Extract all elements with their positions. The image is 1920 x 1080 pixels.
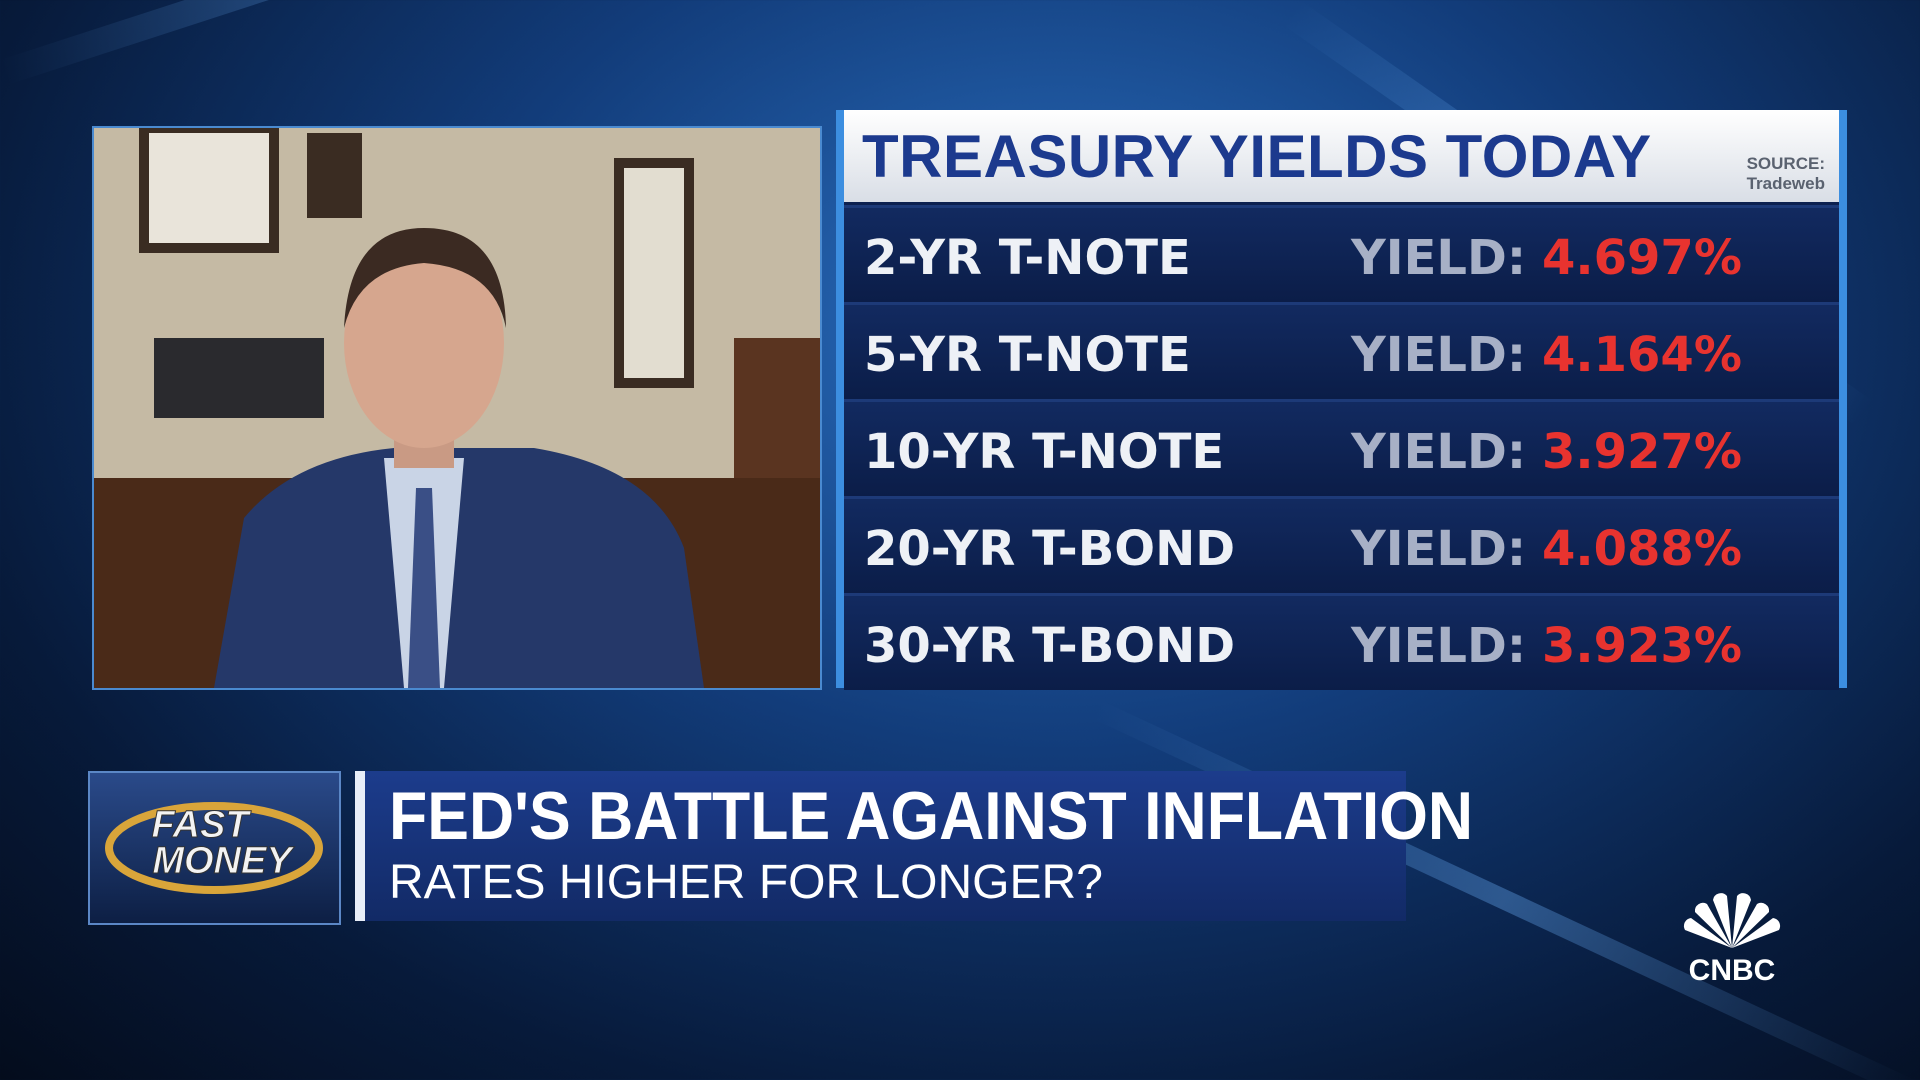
yield-value: 4.697% (1542, 230, 1742, 286)
panel-header: TREASURY YIELDS TODAY SOURCE: Tradeweb (844, 110, 1839, 202)
frame-content (624, 168, 684, 378)
yield-row: 2-YR T-NOTE YIELD: 4.697% (844, 205, 1839, 302)
yield-label: YIELD: (1351, 327, 1527, 383)
printer (154, 338, 324, 418)
peacock-feather (1732, 893, 1751, 948)
hair (344, 228, 506, 328)
network-name: CNBC (1689, 954, 1776, 987)
yield-value: 3.927% (1542, 424, 1742, 480)
logo-ring (105, 802, 323, 894)
yields-panel: TREASURY YIELDS TODAY SOURCE: Tradeweb 2… (836, 110, 1847, 690)
yield-row: 10-YR T-NOTE YIELD: 3.927% (844, 399, 1839, 496)
security-name: 10-YR T-NOTE (864, 424, 1225, 480)
headline: FED'S BATTLE AGAINST INFLATION (389, 778, 1474, 854)
face (344, 238, 504, 448)
logo-word: MONEY (152, 840, 295, 882)
peacock-feather (1683, 918, 1732, 948)
peacock-feather (1732, 918, 1781, 948)
frame-content (149, 133, 269, 243)
yield-label: YIELD: (1351, 424, 1527, 480)
security-name: 30-YR T-BOND (864, 618, 1236, 674)
guest-video (92, 126, 822, 690)
show-logo: FAST MONEY (88, 771, 341, 925)
subheadline: RATES HIGHER FOR LONGER? (389, 856, 1103, 909)
peacock-feather (1732, 902, 1770, 948)
yield-value: 4.164% (1542, 327, 1742, 383)
yield-label: YIELD: (1351, 521, 1527, 577)
security-name: 5-YR T-NOTE (864, 327, 1191, 383)
yield-value: 3.923% (1542, 618, 1742, 674)
source-name: Tradeweb (1746, 174, 1825, 193)
tie (408, 488, 440, 688)
background-beam (0, 0, 864, 85)
security-name: 2-YR T-NOTE (864, 230, 1191, 286)
headline-box: FED'S BATTLE AGAINST INFLATION RATES HIG… (355, 771, 1473, 921)
yield-value: 4.088% (1542, 521, 1742, 577)
network-logo: CNBC (1683, 893, 1781, 987)
yield-row: 20-YR T-BOND YIELD: 4.088% (844, 496, 1839, 593)
peacock-feather (1694, 902, 1732, 948)
yield-label: YIELD: (1351, 618, 1527, 674)
guest-scene (94, 128, 820, 688)
source-label: SOURCE: (1746, 154, 1825, 173)
security-name: 20-YR T-BOND (864, 521, 1236, 577)
panel-title: TREASURY YIELDS TODAY (862, 123, 1652, 190)
source: SOURCE: Tradeweb (1747, 154, 1825, 194)
peacock-feather (1713, 893, 1732, 948)
yield-row: 30-YR T-BOND YIELD: 3.923% (844, 593, 1839, 690)
logo-art: FAST MONEY (105, 802, 323, 894)
yield-label: YIELD: (1351, 230, 1527, 286)
suit (214, 448, 704, 688)
logo-word: FAST (151, 804, 251, 846)
frame (307, 133, 362, 218)
yield-row: 5-YR T-NOTE YIELD: 4.164% (844, 302, 1839, 399)
